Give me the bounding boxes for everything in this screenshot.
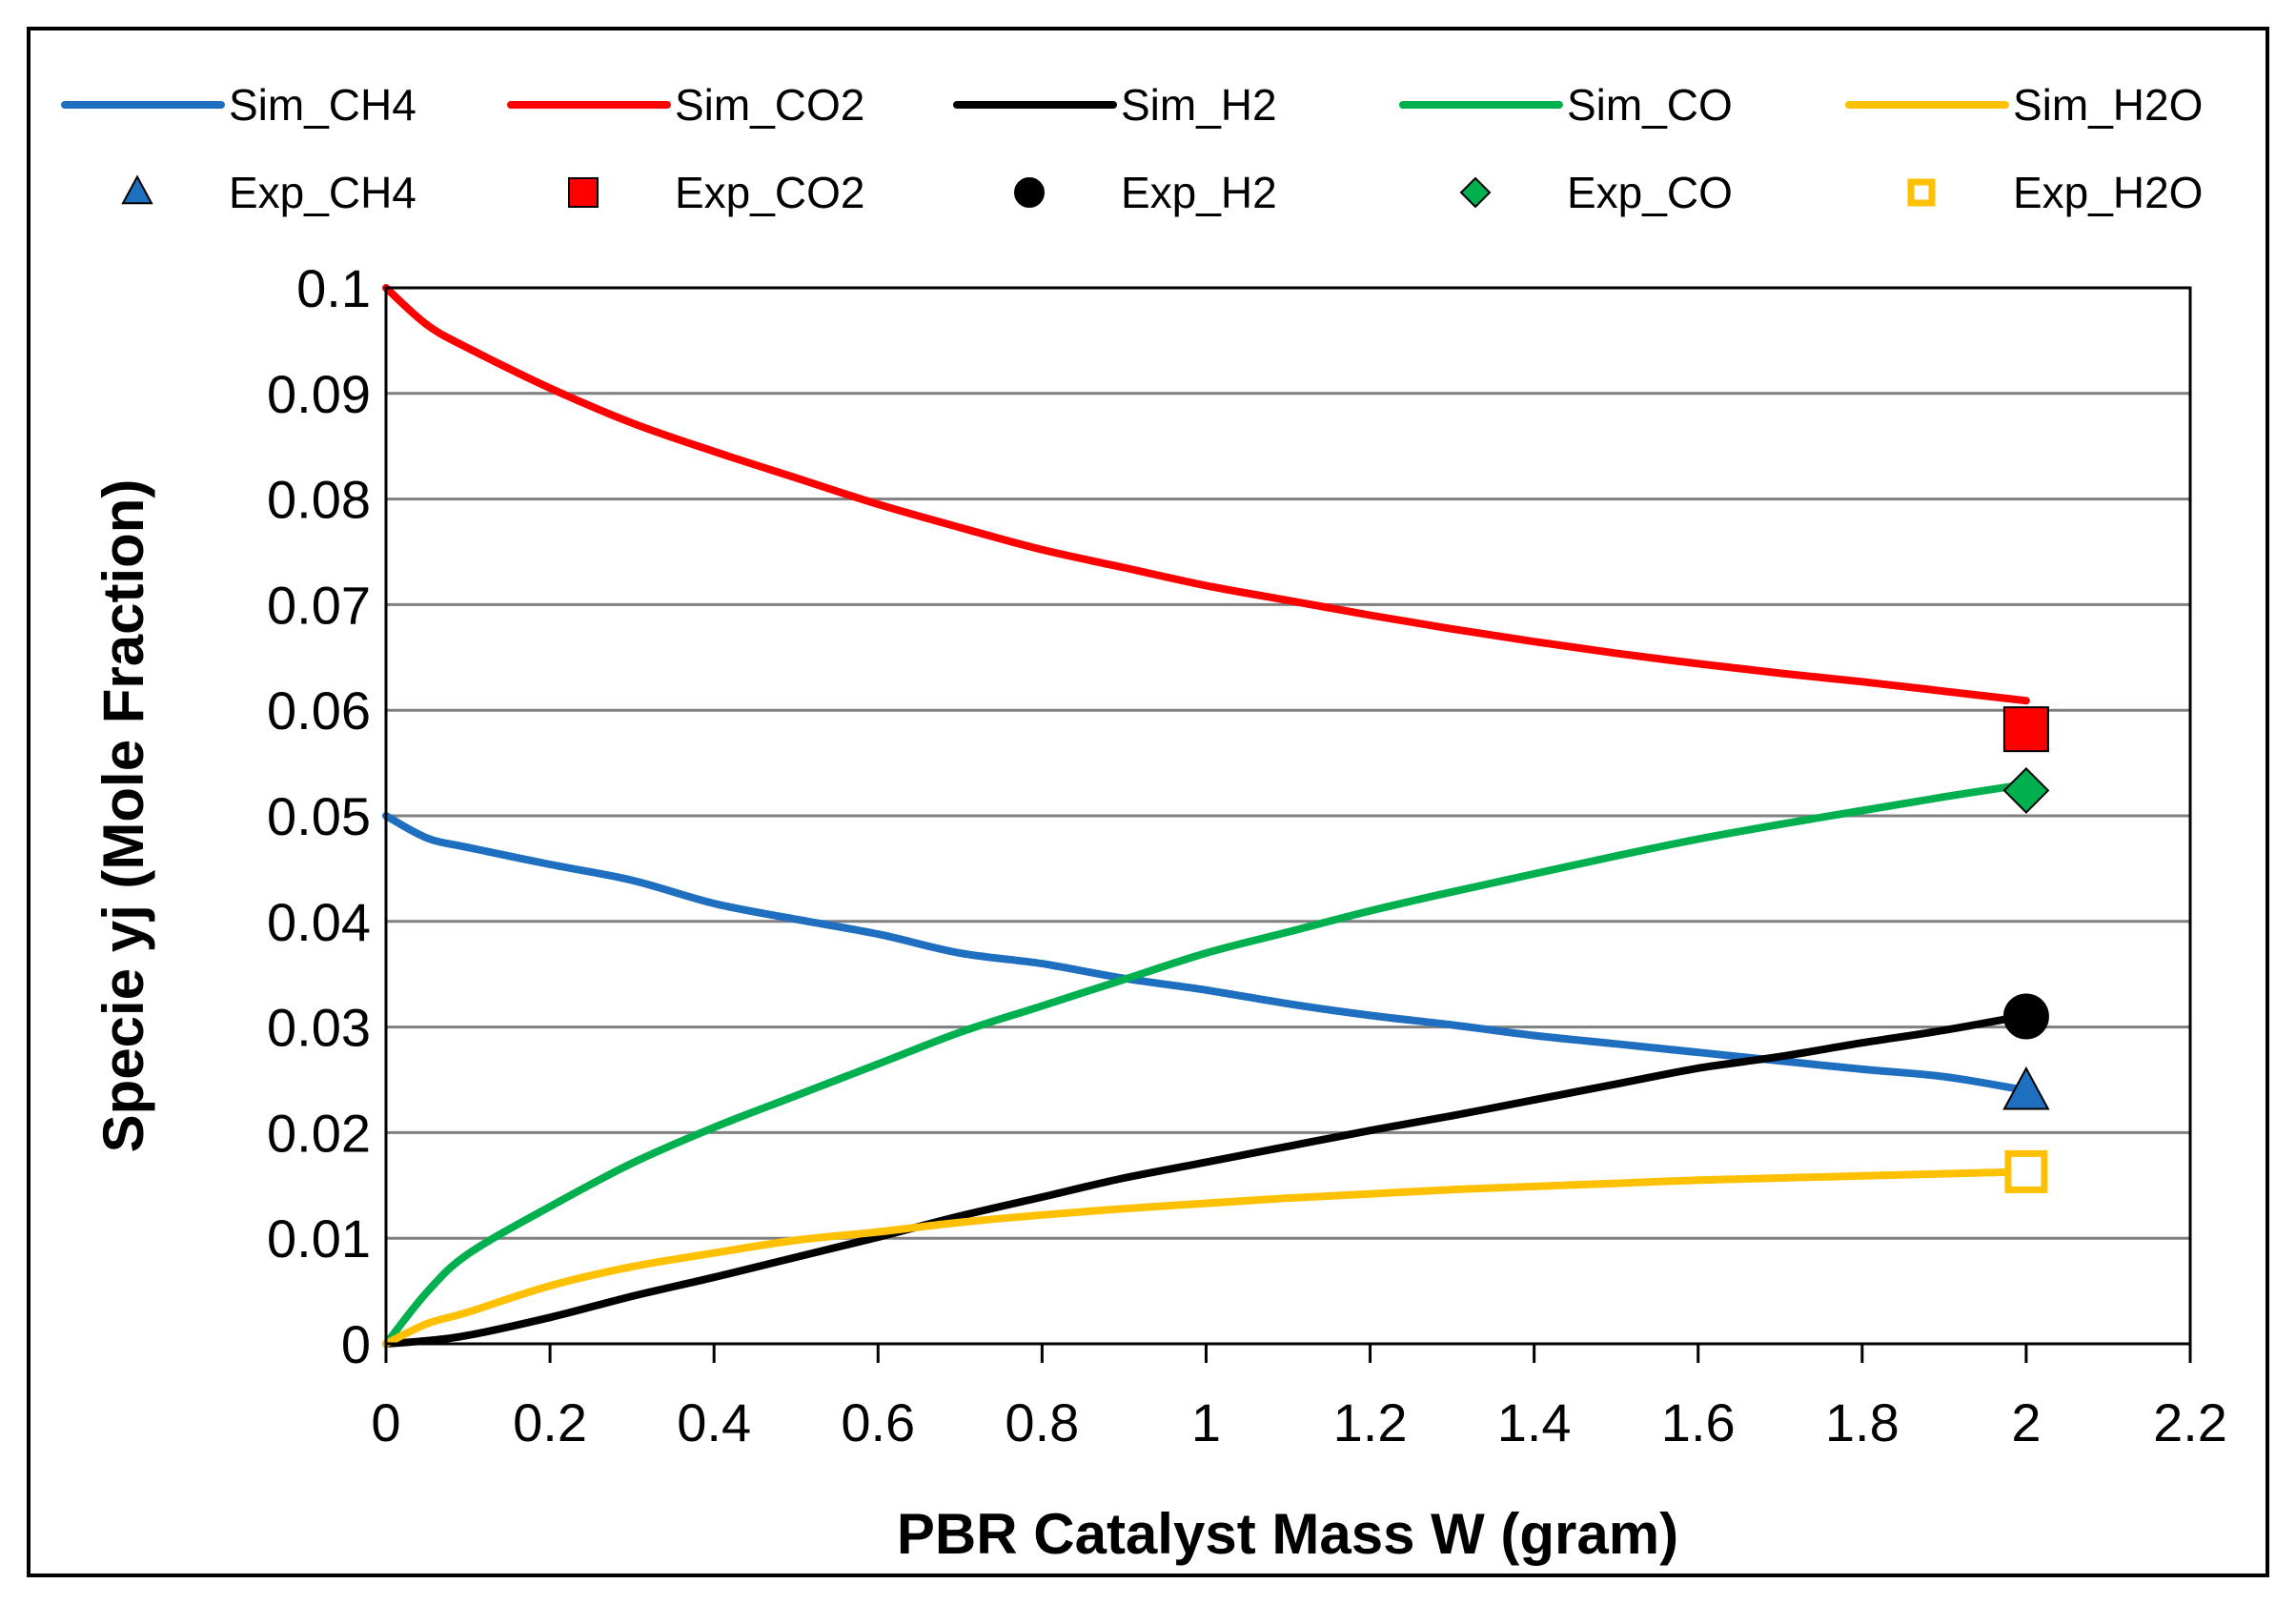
x-tick-label: 1.4 (1497, 1392, 1572, 1452)
marker-layer (2002, 706, 2050, 1193)
y-tick-label: 0.03 (267, 998, 371, 1058)
legend-swatch-exp-h2o (1907, 178, 1936, 207)
legend-label-exp-ch4: Exp_CH4 (229, 168, 417, 217)
tick-layer: 0 0.01 0.02 0.03 0.04 0.05 0.06 0.07 0.08 0.09 0.1… (267, 258, 2227, 1452)
x-tick-label: 2 (2011, 1392, 2041, 1452)
legend-label-exp-co: Exp_CO (1567, 168, 1733, 217)
y-tick-label: 0.1 (296, 258, 371, 318)
sim-ch4-line (382, 812, 2030, 1095)
sim-h2o-line (382, 1167, 2030, 1348)
exp-co2-marker (2002, 706, 2049, 753)
x-tick-label: 1 (1191, 1392, 1221, 1452)
plot-area (384, 286, 2192, 1346)
legend-label-sim-h2o: Sim_H2O (2013, 80, 2203, 130)
x-tick-label: 0 (371, 1392, 400, 1452)
y-tick-label: 0.05 (267, 786, 371, 846)
exp-co-marker (2002, 766, 2050, 814)
grid-layer (386, 392, 2190, 1240)
exp-ch4-marker (2002, 1066, 2050, 1110)
sim-h2-line (382, 1011, 2030, 1348)
x-tick-label: 0.2 (513, 1392, 587, 1452)
x-axis-label: PBR Catalyst Mass W (gram) (897, 1502, 1678, 1566)
sim-co-line (382, 780, 2030, 1348)
y-tick-label: 0.08 (267, 470, 371, 530)
y-tick-label: 0.01 (267, 1208, 371, 1269)
legend-label-sim-co2: Sim_CO2 (675, 80, 864, 130)
y-axis-label: Specie yj (Mole Fraction) (91, 479, 155, 1153)
x-tick-label: 1.2 (1333, 1392, 1408, 1452)
legend-label-exp-h2: Exp_H2 (1121, 168, 1277, 217)
legend: Sim_CH4 Sim_CO2 Sim_H2 Sim_CO Sim_H2O Exp_CH4… (61, 80, 2203, 217)
legend-swatch-exp-co2 (568, 177, 599, 208)
x-tick-label: 1.6 (1661, 1392, 1736, 1452)
x-tick-label: 2.2 (2153, 1392, 2227, 1452)
sim-co2-line (382, 284, 2030, 705)
y-tick-label: 0 (341, 1314, 371, 1374)
y-tick-label: 0.02 (267, 1103, 371, 1163)
y-tick-label: 0.06 (267, 680, 371, 741)
y-tick-label: 0.04 (267, 892, 371, 952)
exp-h2o-marker (2004, 1149, 2048, 1193)
legend-label-sim-co: Sim_CO (1567, 80, 1733, 130)
exp-h2-marker (2002, 993, 2049, 1040)
legend-swatch-exp-ch4 (121, 174, 153, 205)
x-tick-label: 0.6 (841, 1392, 915, 1452)
legend-label-sim-ch4: Sim_CH4 (229, 80, 417, 130)
legend-label-sim-h2: Sim_H2 (1121, 80, 1277, 130)
legend-label-exp-co2: Exp_CO2 (675, 168, 864, 217)
legend-label-exp-h2o: Exp_H2O (2013, 168, 2203, 217)
series-layer (382, 284, 2030, 1348)
y-tick-label: 0.09 (267, 364, 371, 424)
x-tick-label: 0.8 (1005, 1392, 1079, 1452)
legend-swatch-exp-co (1459, 176, 1492, 209)
x-tick-label: 1.8 (1825, 1392, 1900, 1452)
legend-swatch-exp-h2 (1014, 177, 1045, 208)
y-tick-label: 0.07 (267, 575, 371, 635)
x-tick-label: 0.4 (677, 1392, 751, 1452)
